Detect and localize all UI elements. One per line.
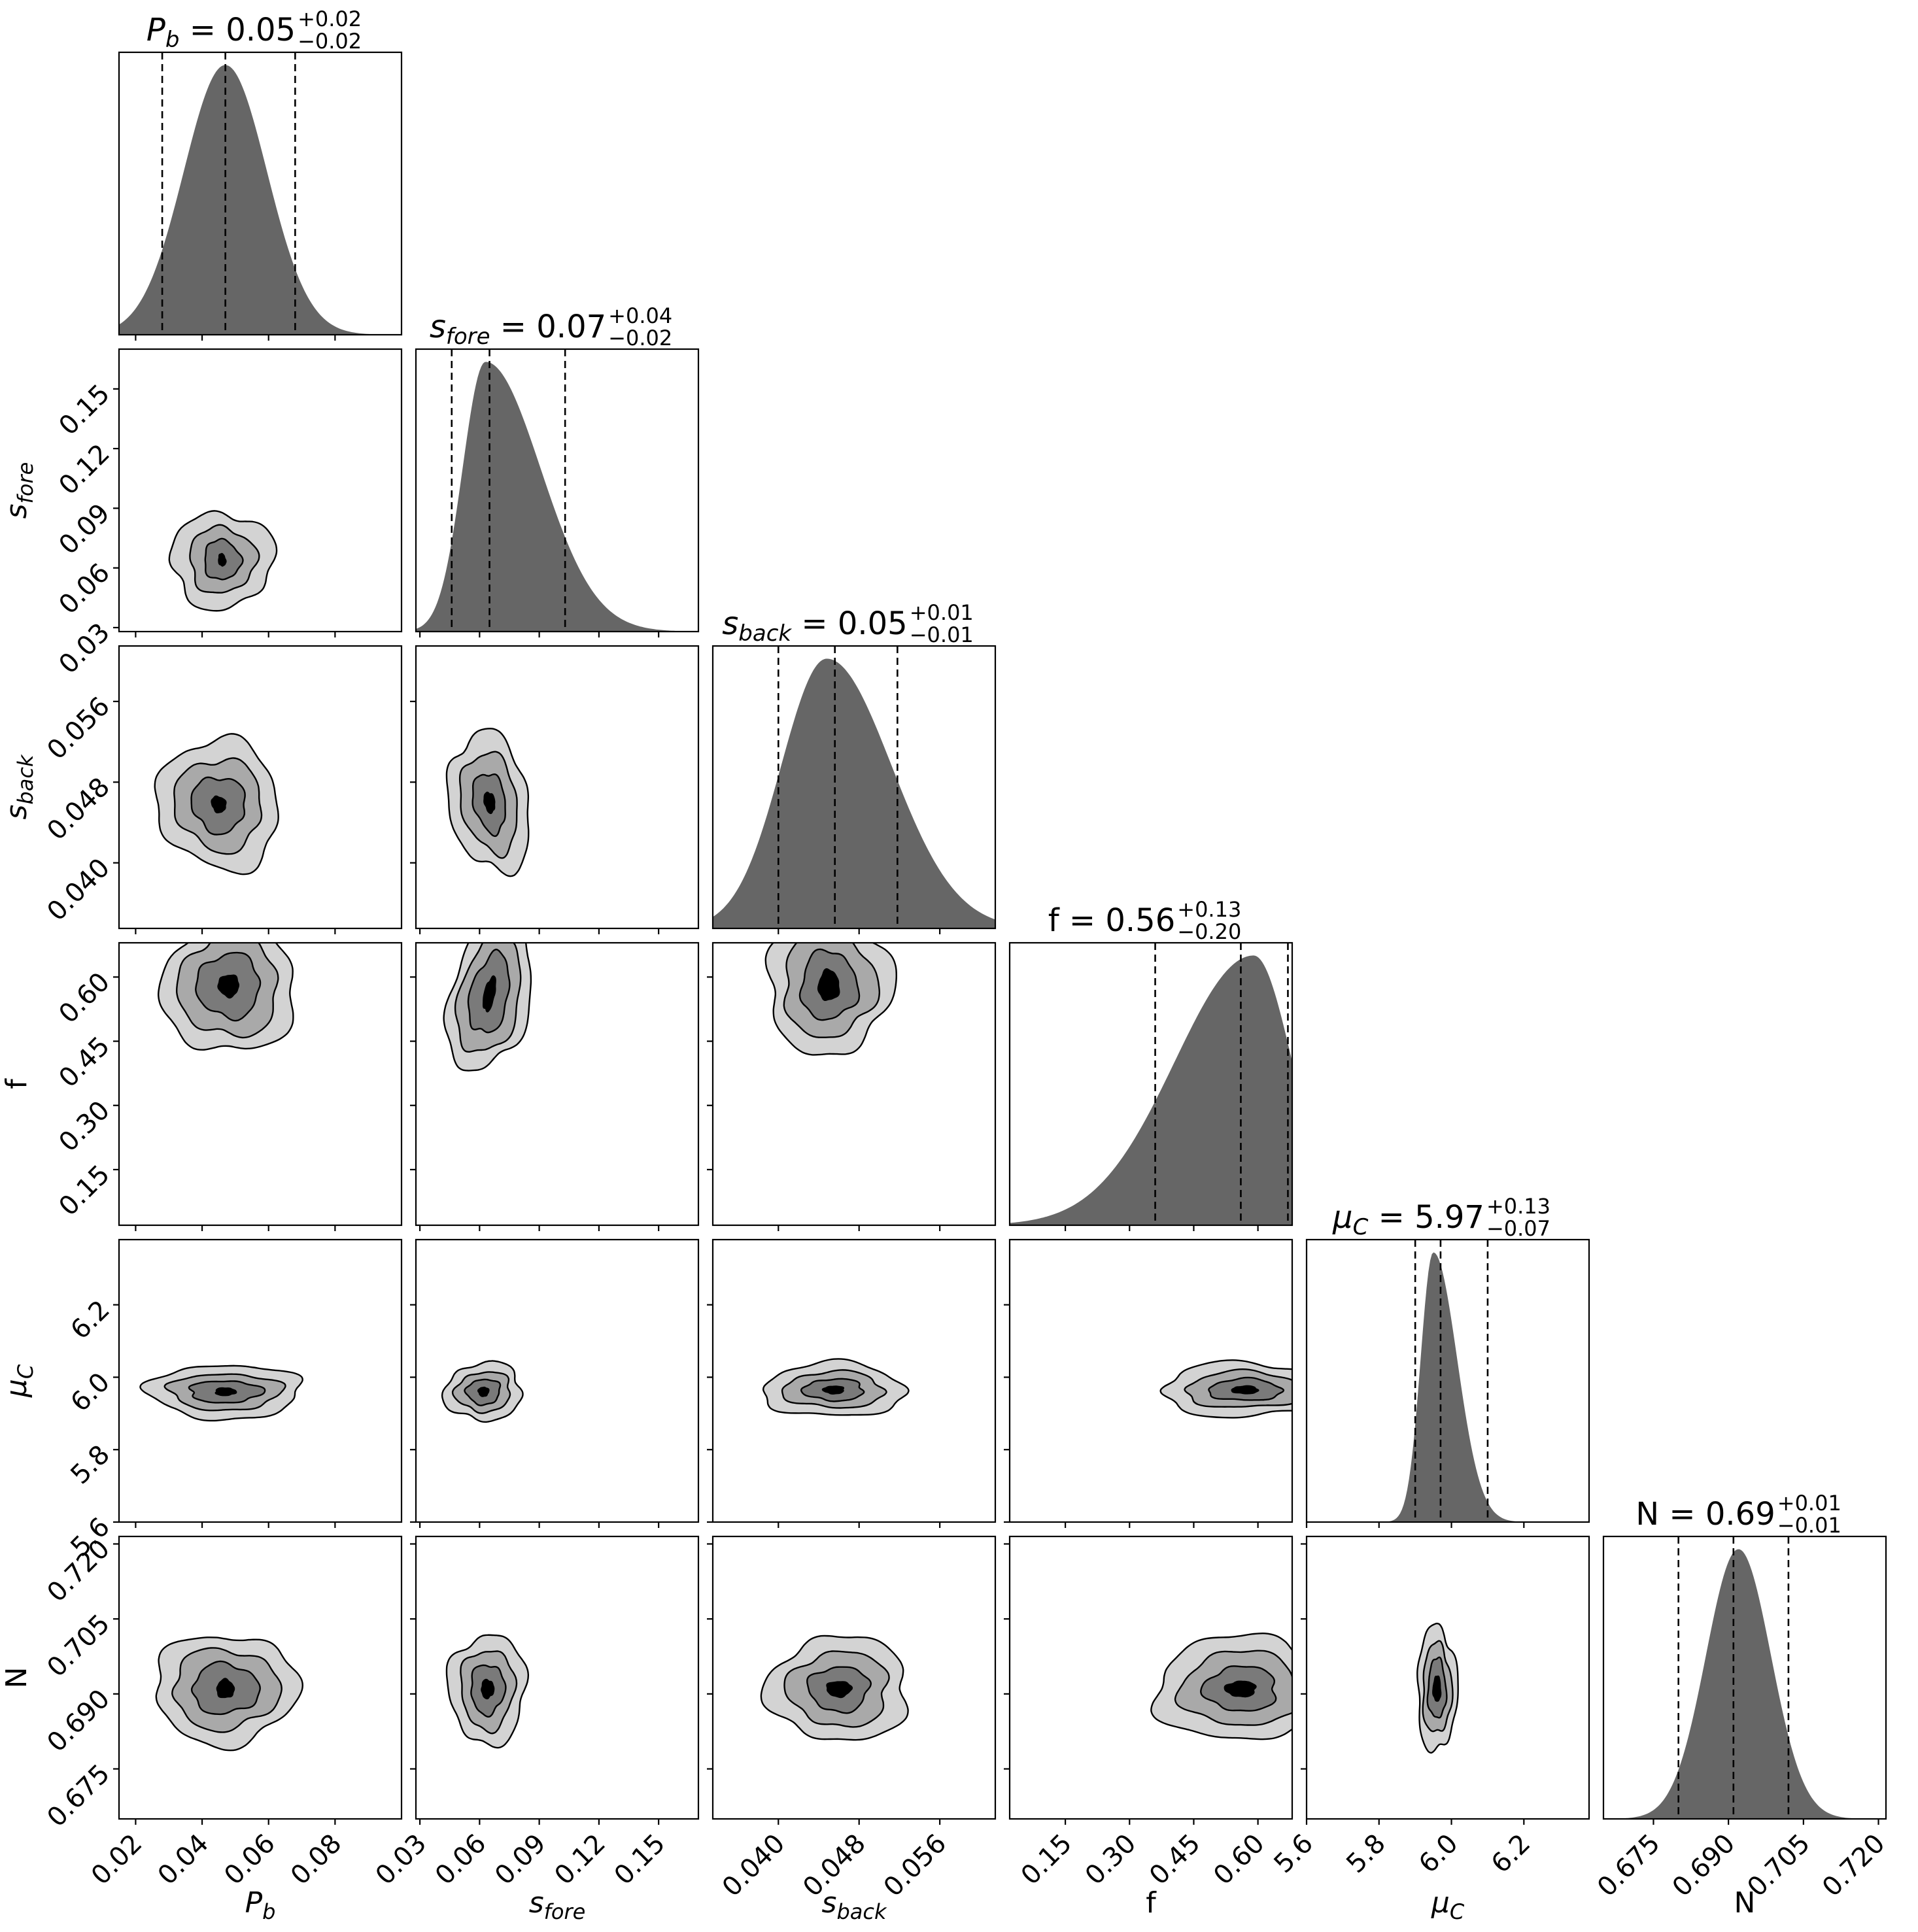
title-plus-sback: +0.01 xyxy=(910,600,974,625)
panel-frame-Pb xyxy=(118,51,403,336)
panel-frame-Pb-sfore xyxy=(118,348,403,633)
panel-frame-sback xyxy=(711,645,997,930)
title-N: N = 0.69 xyxy=(1635,1496,1775,1533)
x-axis-label-sback: sback xyxy=(822,1886,887,1924)
hist-Pb xyxy=(119,65,402,335)
hist-panel-N xyxy=(1602,1535,1887,1820)
title-sfore: sfore = 0.07 xyxy=(430,309,606,350)
contour-panel-sback-muC xyxy=(711,1238,997,1523)
contour-panel-f-muC xyxy=(1008,1238,1293,1523)
contour-level-3-Pb-sfore xyxy=(218,552,227,567)
x-axis-label-Pb: Pb xyxy=(245,1886,276,1924)
contour-level-3-sfore-N xyxy=(481,1678,495,1700)
contour-level-3-f-N xyxy=(1224,1680,1257,1698)
y-axis-label-N: N xyxy=(0,1667,33,1689)
title-muC: μC = 5.97 xyxy=(1332,1199,1484,1240)
panel-frame-sback-f xyxy=(711,941,997,1227)
y-axis-label-f: f xyxy=(0,1078,33,1089)
contour-panel-sback-N xyxy=(711,1535,997,1820)
contour-panel-Pb-sfore xyxy=(118,348,403,633)
y-axis-label-sfore: sfore xyxy=(0,462,38,519)
panel-frame-N xyxy=(1602,1535,1887,1820)
title-minus-sfore: −0.02 xyxy=(608,326,672,350)
contour-level-3-Pb-sback xyxy=(211,795,227,814)
contour-level-3-f-muC xyxy=(1231,1385,1259,1395)
contour-level-3-muC-N xyxy=(1432,1675,1442,1702)
contour-panel-sfore-sback xyxy=(415,645,700,930)
hist-panel-Pb xyxy=(118,51,403,336)
x-axis-label-f: f xyxy=(1146,1886,1157,1920)
y-axis-label-muC: μC xyxy=(0,1364,38,1398)
panel-frame-sback-N xyxy=(711,1535,997,1820)
contour-panel-Pb-muC xyxy=(118,1238,403,1523)
y-axis-label-sback: sback xyxy=(0,754,38,819)
contour-panel-sfore-f xyxy=(415,941,700,1227)
title-sback: sback = 0.05 xyxy=(722,605,907,647)
contour-level-3-sfore-f xyxy=(482,975,496,1013)
hist-sfore xyxy=(416,362,698,632)
panel-frame-sfore-sback xyxy=(415,645,700,930)
hist-panel-muC xyxy=(1305,1238,1590,1523)
contour-level-3-sfore-muC xyxy=(477,1386,490,1397)
panel-frame-Pb-sback xyxy=(118,645,403,930)
panel-frame-f-N xyxy=(1008,1535,1293,1820)
title-minus-sback: −0.01 xyxy=(910,622,974,647)
hist-f xyxy=(1010,955,1292,1225)
title-minus-muC: −0.07 xyxy=(1486,1216,1550,1241)
title-minus-Pb: −0.02 xyxy=(298,29,362,54)
contour-panel-sback-f xyxy=(711,941,997,1227)
title-plus-f: +0.13 xyxy=(1177,897,1241,922)
panel-frame-sfore-muC xyxy=(415,1238,700,1523)
contour-level-3-Pb-N xyxy=(216,1678,235,1699)
contour-level-3-sback-f xyxy=(817,968,840,1002)
hist-N xyxy=(1603,1549,1886,1819)
hist-panel-sfore xyxy=(415,348,700,633)
contour-panel-muC-N xyxy=(1305,1535,1590,1820)
panel-frame-sfore-N xyxy=(415,1535,700,1820)
title-plus-muC: +0.13 xyxy=(1486,1194,1550,1219)
hist-panel-sback xyxy=(711,645,997,930)
contour-level-3-Pb-f xyxy=(217,974,240,999)
title-minus-N: −0.01 xyxy=(1777,1513,1841,1538)
title-minus-f: −0.20 xyxy=(1177,919,1241,944)
contour-panel-Pb-sback xyxy=(118,645,403,930)
panel-frame-Pb-N xyxy=(118,1535,403,1820)
contour-panel-Pb-f xyxy=(118,941,403,1227)
title-plus-N: +0.01 xyxy=(1777,1491,1841,1516)
panel-frame-sback-muC xyxy=(711,1238,997,1523)
hist-sback xyxy=(713,658,995,928)
panel-frame-sfore xyxy=(415,348,700,633)
x-axis-label-muC: μC xyxy=(1431,1886,1465,1924)
contour-level-3-Pb-muC xyxy=(214,1387,237,1397)
contour-level-3-sback-muC xyxy=(821,1385,845,1395)
hist-panel-f xyxy=(1008,941,1293,1227)
contour-panel-sfore-muC xyxy=(415,1238,700,1523)
hist-muC xyxy=(1307,1252,1589,1522)
title-f: f = 0.56 xyxy=(1048,902,1176,939)
panel-frame-Pb-f xyxy=(118,941,403,1227)
panel-frame-f xyxy=(1008,941,1293,1227)
contour-panel-sfore-N xyxy=(415,1535,700,1820)
contour-level-3-sback-N xyxy=(826,1681,853,1699)
panel-frame-sfore-f xyxy=(415,941,700,1227)
panel-frame-muC xyxy=(1305,1238,1590,1523)
x-axis-label-sfore: sfore xyxy=(529,1886,586,1924)
panel-frame-Pb-muC xyxy=(118,1238,403,1523)
title-plus-Pb: +0.02 xyxy=(298,7,362,31)
contour-panel-Pb-N xyxy=(118,1535,403,1820)
contour-level-3-sfore-sback xyxy=(483,791,496,815)
panel-frame-muC-N xyxy=(1305,1535,1590,1820)
panel-frame-f-muC xyxy=(1008,1238,1293,1523)
contour-panel-f-N xyxy=(1008,1535,1293,1820)
title-plus-sfore: +0.04 xyxy=(608,303,672,328)
title-Pb: Pb = 0.05 xyxy=(146,12,296,53)
x-axis-label-N: N xyxy=(1734,1886,1756,1920)
